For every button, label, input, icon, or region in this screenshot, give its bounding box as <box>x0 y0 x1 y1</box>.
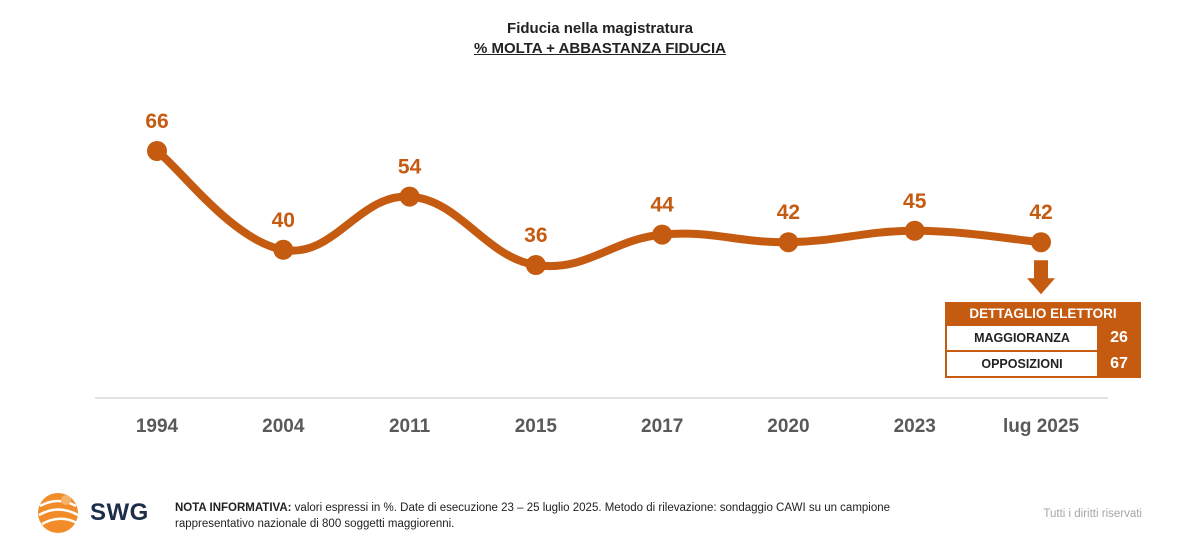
data-label: 36 <box>524 224 547 247</box>
detail-row-label: MAGGIORANZA <box>947 326 1099 350</box>
data-point-lug-2025 <box>1031 232 1051 253</box>
x-tick-label: 2004 <box>262 416 305 437</box>
footnote: NOTA INFORMATIVA: valori espressi in %. … <box>175 500 965 532</box>
data-point-2020 <box>778 232 799 253</box>
detail-table: DETTAGLIO ELETTORI MAGGIORANZA 26 OPPOSI… <box>945 302 1141 378</box>
x-tick-label: 2011 <box>389 416 431 437</box>
swg-globe-icon <box>38 493 79 533</box>
data-point-2023 <box>904 220 925 241</box>
detail-header: DETTAGLIO ELETTORI <box>947 304 1139 324</box>
copyright-notice: Tutti i diritti riservati <box>1043 508 1142 520</box>
chart-title: Fiducia nella magistratura <box>507 20 693 37</box>
x-tick-label: lug 2025 <box>1003 416 1079 437</box>
data-point-1994 <box>147 141 167 161</box>
detail-row-maggioranza: MAGGIORANZA 26 <box>947 324 1139 350</box>
data-label: 42 <box>1029 201 1052 224</box>
data-label: 66 <box>145 110 168 133</box>
down-arrow-icon <box>1027 260 1055 295</box>
data-point-2017 <box>652 224 673 245</box>
x-tick-label: 2023 <box>894 416 936 437</box>
x-tick-label: 1994 <box>136 416 179 437</box>
x-tick-label: 2015 <box>515 416 558 437</box>
data-label: 45 <box>903 190 927 213</box>
chart-marks: 66 1994 40 2004 54 2011 36 2015 44 2017 42 2020 45 20… <box>136 110 1080 437</box>
chart-title-block: Fiducia nella magistratura % MOLTA + ABB… <box>0 19 1200 59</box>
data-label: 42 <box>777 201 800 224</box>
data-point-2011 <box>399 186 420 207</box>
footnote-text: valori espressi in %. Date di esecuzione… <box>175 502 891 530</box>
detail-row-opposizioni: OPPOSIZIONI 67 <box>947 350 1139 376</box>
x-tick-label: 2017 <box>641 416 683 437</box>
detail-row-value: 67 <box>1099 352 1139 376</box>
chart-subtitle: % MOLTA + ABBASTANZA FIDUCIA <box>473 40 727 57</box>
footnote-label: NOTA INFORMATIVA: <box>175 502 292 514</box>
data-label: 54 <box>398 156 422 179</box>
detail-row-label: OPPOSIZIONI <box>947 352 1099 376</box>
data-point-2004 <box>273 239 294 260</box>
detail-row-value: 26 <box>1099 326 1139 350</box>
logo-text: SWG <box>90 499 149 526</box>
data-point-2015 <box>525 255 546 275</box>
swg-logo: SWG <box>36 490 156 536</box>
x-tick-label: 2020 <box>767 416 809 437</box>
data-label: 40 <box>272 209 295 232</box>
data-label: 44 <box>650 194 674 217</box>
